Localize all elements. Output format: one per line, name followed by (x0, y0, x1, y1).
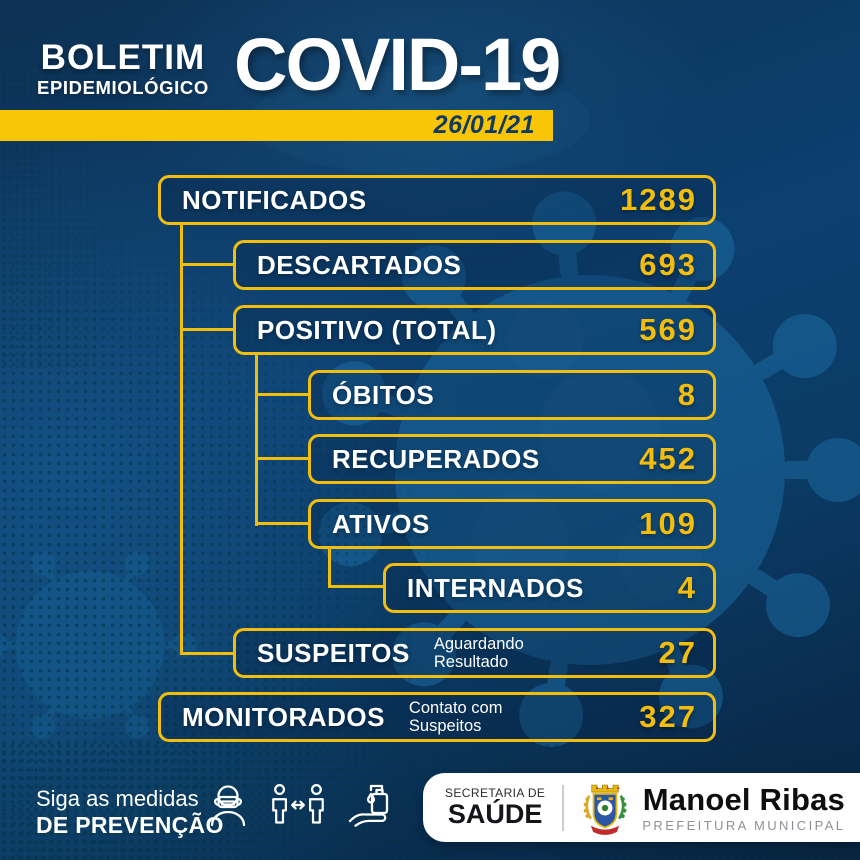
city-brand: Manoel Ribas PREFEITURA MUNICIPAL (642, 784, 845, 832)
prevention-line2: DE PREVENÇÃO (36, 812, 224, 839)
secretariat-line1: SECRETARIA DE (445, 786, 546, 800)
stat-value: 1289 (620, 182, 697, 217)
stat-label: RECUPERADOS (332, 443, 540, 474)
stat-row-recuperados: RECUPERADOS 452 (308, 434, 716, 484)
prevention-line1: Siga as medidas (36, 786, 199, 811)
stat-value: 109 (639, 506, 697, 541)
stat-label: SUSPEITOS (257, 637, 410, 668)
stat-row-suspeitos: SUSPEITOS Aguardando Resultado 27 (233, 628, 716, 678)
stat-label: MONITORADOS (182, 701, 385, 732)
halftone-dots-top-left (0, 28, 170, 368)
disease-title: COVID-19 (234, 23, 561, 106)
connector-line (328, 547, 331, 588)
stat-row-positivo-total: POSITIVO (TOTAL) 569 (233, 305, 716, 355)
bulletin-date: 26/01/21 (433, 111, 535, 139)
stat-label: DESCARTADOS (257, 249, 462, 280)
health-secretariat-label: SECRETARIA DE SAÚDE (445, 787, 545, 828)
hand-sanitizer-icon (348, 784, 389, 827)
stat-label: POSITIVO (TOTAL) (257, 314, 497, 345)
stat-label: NOTIFICADOS (182, 184, 367, 215)
connector-line (255, 457, 308, 460)
connector-line (255, 393, 308, 396)
connector-line (180, 652, 233, 655)
stat-value: 4 (677, 570, 697, 605)
stat-value: 8 (677, 377, 697, 412)
stat-row-monitorados: MONITORADOS Contato com Suspeitos 327 (158, 692, 716, 742)
bulletin-title: BOLETIM EPIDEMIOLÓGICO (37, 40, 209, 98)
prevention-message: Siga as medidas DE PREVENÇÃO (36, 786, 224, 840)
stat-note: Contato com Suspeitos (408, 698, 503, 735)
stat-note: Aguardando Resultado (433, 634, 524, 671)
bulletin-title-line1: BOLETIM (40, 38, 206, 77)
date-band: 26/01/21 (0, 110, 553, 141)
stat-label: INTERNADOS (407, 572, 584, 603)
stat-value: 27 (658, 635, 697, 670)
city-coat-of-arms-icon (583, 784, 627, 835)
city-name: Manoel Ribas (642, 781, 845, 817)
municipality-brand-box: SECRETARIA DE SAÚDE Manoel Ribas PREFEIT… (423, 773, 860, 842)
stat-label: ÓBITOS (332, 379, 435, 410)
stat-row-notificados: NOTIFICADOS 1289 (158, 175, 716, 225)
stat-row-descartados: DESCARTADOS 693 (233, 240, 716, 290)
connector-line (180, 223, 183, 655)
city-subtitle: PREFEITURA MUNICIPAL (642, 817, 846, 833)
connector-line (180, 263, 233, 266)
face-mask-icon (210, 785, 246, 827)
stat-row-ativos: ATIVOS 109 (308, 499, 716, 549)
stat-value: 452 (639, 441, 697, 476)
connector-line (180, 328, 233, 331)
social-distancing-icon (272, 784, 324, 824)
stat-label: ATIVOS (332, 508, 430, 539)
vertical-divider (562, 784, 565, 831)
connector-line (328, 585, 383, 588)
connector-line (255, 522, 308, 525)
bulletin-title-line2: EPIDEMIOLÓGICO (37, 77, 209, 98)
stat-value: 569 (639, 312, 697, 347)
stat-value: 327 (639, 699, 697, 734)
stat-row-internados: INTERNADOS 4 (383, 563, 716, 613)
connector-line (255, 353, 258, 526)
stat-row-obitos: ÓBITOS 8 (308, 370, 716, 420)
stat-value: 693 (639, 247, 697, 282)
prevention-icons (202, 779, 396, 833)
secretariat-line2: SAÚDE (447, 799, 543, 829)
